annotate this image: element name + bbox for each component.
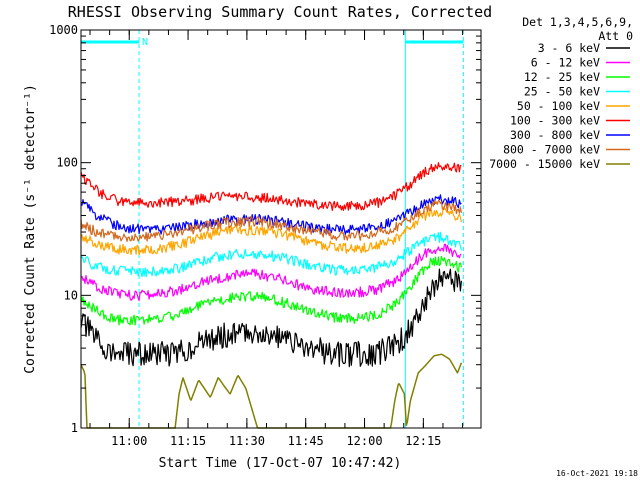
x-tick-label-0: 11:00	[111, 434, 147, 448]
series-line-2	[80, 255, 462, 326]
legend-entry-label-6: 300 - 800 keV	[510, 128, 600, 142]
legend-entry-label-1: 6 - 12 keV	[531, 56, 600, 70]
y-axis-label: Corrected Count Rate (s⁻¹ detector⁻¹)	[23, 84, 38, 374]
x-tick-label-3: 11:45	[288, 434, 324, 448]
legend-entry-label-4: 50 - 100 keV	[517, 99, 600, 113]
series-line-7	[80, 199, 462, 242]
series-line-5	[80, 162, 462, 211]
y-tick-label-1: 10	[64, 288, 78, 302]
legend-header-0: Det 1,3,4,5,6,9,	[522, 15, 633, 29]
legend-entry-label-2: 12 - 25 keV	[524, 70, 600, 84]
legend-entry-label-5: 100 - 300 keV	[510, 114, 600, 128]
timestamp: 16-Oct-2021 19:18	[556, 469, 638, 478]
x-tick-label-5: 12:15	[405, 434, 441, 448]
x-axis-label: Start Time (17-Oct-07 10:47:42)	[159, 456, 402, 471]
plot-frame	[80, 29, 482, 429]
legend-entry-label-3: 25 - 50 keV	[524, 85, 600, 99]
series-line-8	[80, 353, 463, 429]
y-tick-label-0: 1	[71, 421, 78, 435]
chart-title: RHESSI Observing Summary Count Rates, Co…	[68, 3, 492, 21]
series-line-1	[80, 243, 462, 302]
x-tick-label-4: 12:00	[346, 434, 382, 448]
series-layer	[80, 162, 463, 429]
x-tick-label-2: 11:30	[229, 434, 265, 448]
legend-header-1: Att 0	[598, 29, 633, 43]
legend-entry-label-8: 7000 - 15000 keV	[489, 157, 600, 171]
series-line-0	[80, 268, 462, 368]
night-marker-label: N	[142, 37, 148, 48]
series-line-6	[80, 194, 462, 236]
legend-entry-label-7: 800 - 7000 keV	[503, 143, 600, 157]
y-tick-label-3: 1000	[49, 23, 78, 37]
series-line-3	[80, 231, 462, 278]
legend-entry-label-0: 3 - 6 keV	[538, 41, 600, 55]
axes: 1 10 100 1000 11:00 11:15 11:30 11:45 12:00 12:15	[49, 23, 481, 448]
series-line-4	[80, 206, 462, 256]
x-tick-label-1: 11:15	[170, 434, 206, 448]
y-tick-label-2: 100	[56, 156, 78, 170]
